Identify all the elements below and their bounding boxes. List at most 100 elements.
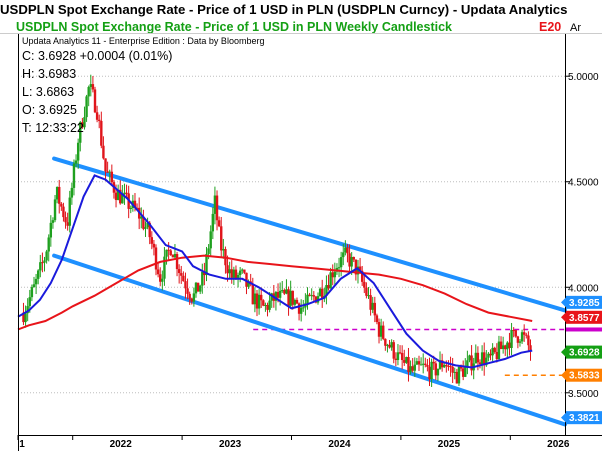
candle-body bbox=[93, 89, 97, 113]
y-tick-label: 5.0000 bbox=[568, 72, 599, 83]
candle-body bbox=[434, 363, 438, 376]
candle-body bbox=[190, 298, 193, 302]
candle-body bbox=[39, 262, 42, 271]
candle-body bbox=[215, 195, 219, 221]
candle-body bbox=[529, 345, 532, 352]
candle-body bbox=[297, 303, 301, 314]
candle-body bbox=[455, 371, 459, 384]
candle-body bbox=[386, 344, 389, 346]
x-tick-label: 2023 bbox=[219, 439, 242, 450]
candle-body bbox=[390, 342, 393, 348]
candle-body bbox=[432, 361, 435, 364]
candle-body bbox=[28, 297, 31, 307]
candle-body bbox=[201, 271, 204, 286]
candle-body bbox=[247, 281, 250, 287]
candle-body bbox=[104, 158, 107, 172]
candle-body bbox=[76, 142, 80, 161]
candle-body bbox=[234, 269, 238, 278]
candle-body bbox=[310, 295, 313, 297]
price-label: 3.3821 bbox=[569, 413, 600, 424]
candle-body bbox=[489, 353, 492, 356]
readout-open: O: 3.6925 bbox=[22, 103, 77, 117]
candle-body bbox=[493, 347, 496, 352]
candle-body bbox=[85, 96, 88, 118]
price-label-arrow bbox=[561, 370, 566, 381]
gridlines bbox=[18, 75, 565, 394]
candle-body bbox=[266, 304, 269, 310]
candle-body bbox=[30, 287, 34, 298]
plot-area[interactable] bbox=[18, 34, 565, 435]
candle-body bbox=[499, 341, 503, 350]
candle-body bbox=[146, 222, 149, 228]
price-label-box bbox=[566, 411, 602, 425]
candle-body bbox=[62, 206, 65, 218]
candle-body bbox=[110, 171, 114, 183]
candle-body bbox=[426, 365, 429, 367]
readout-time: T: 12:33:22 bbox=[22, 121, 84, 135]
candle-body bbox=[405, 357, 408, 363]
x-tick-label: 2025 bbox=[438, 439, 461, 450]
candle-body bbox=[461, 368, 465, 377]
candle-body bbox=[293, 299, 297, 305]
candle-body bbox=[24, 313, 27, 323]
candle-body bbox=[367, 295, 370, 297]
candle-body bbox=[45, 251, 48, 261]
candle-body bbox=[356, 266, 360, 275]
candle-body bbox=[243, 269, 246, 273]
subtitle-bar bbox=[0, 19, 566, 33]
price-label-marker bbox=[566, 327, 602, 332]
candle-body bbox=[411, 366, 414, 371]
candle-body bbox=[159, 274, 162, 282]
candle-body bbox=[198, 285, 202, 292]
candle-body bbox=[232, 269, 236, 278]
x-tick-label: 2024 bbox=[328, 439, 351, 450]
candle-body bbox=[491, 347, 494, 356]
candle-body bbox=[485, 357, 488, 366]
candle-body bbox=[466, 360, 469, 367]
candle-body bbox=[358, 266, 362, 271]
candle-body bbox=[285, 289, 288, 294]
candle-body bbox=[510, 330, 513, 348]
candle-body bbox=[415, 361, 419, 365]
candle-body bbox=[501, 345, 505, 350]
candle-body bbox=[91, 84, 95, 90]
candle-body bbox=[363, 281, 366, 288]
candle-body bbox=[295, 299, 299, 304]
candle-body bbox=[268, 300, 271, 310]
price-labels: 3.9285 3.8577 3.6928 3.5833 3.3821 bbox=[561, 295, 602, 425]
candle-body bbox=[36, 270, 40, 279]
price-label-box bbox=[566, 295, 602, 309]
candle-body bbox=[417, 361, 421, 365]
candle-body bbox=[222, 249, 225, 251]
candle-body bbox=[133, 200, 137, 208]
x-axis: 1 2022 2023 2024 2025 2026 bbox=[17, 435, 602, 451]
y-axis: 3.5000 4.0000 4.5000 5.0000 bbox=[565, 34, 599, 435]
candle-body bbox=[173, 254, 177, 258]
candle-body bbox=[289, 290, 292, 306]
candle-body bbox=[394, 358, 398, 361]
y-tick-label: 4.0000 bbox=[568, 283, 599, 294]
candle-body bbox=[443, 365, 446, 368]
candle-body bbox=[476, 352, 480, 363]
candle-body bbox=[74, 160, 78, 164]
candle-body bbox=[438, 360, 442, 369]
candle-body bbox=[203, 271, 206, 276]
candle-body bbox=[211, 213, 215, 232]
candle-body bbox=[47, 237, 50, 252]
candle-body bbox=[373, 302, 377, 316]
candle-body bbox=[388, 344, 391, 348]
candle-body bbox=[400, 353, 404, 360]
candle-body bbox=[422, 363, 425, 365]
candle-body bbox=[375, 315, 379, 323]
candle-body bbox=[325, 285, 328, 296]
candle-body bbox=[382, 325, 385, 339]
candle-body bbox=[520, 332, 524, 342]
candle-body bbox=[287, 289, 290, 306]
candle-body bbox=[175, 254, 179, 270]
candle-body bbox=[365, 287, 368, 296]
candle-body bbox=[257, 294, 261, 309]
candle-body bbox=[58, 186, 61, 204]
candle-body bbox=[398, 352, 402, 354]
candle-body bbox=[514, 330, 517, 337]
candle-body bbox=[255, 293, 259, 309]
